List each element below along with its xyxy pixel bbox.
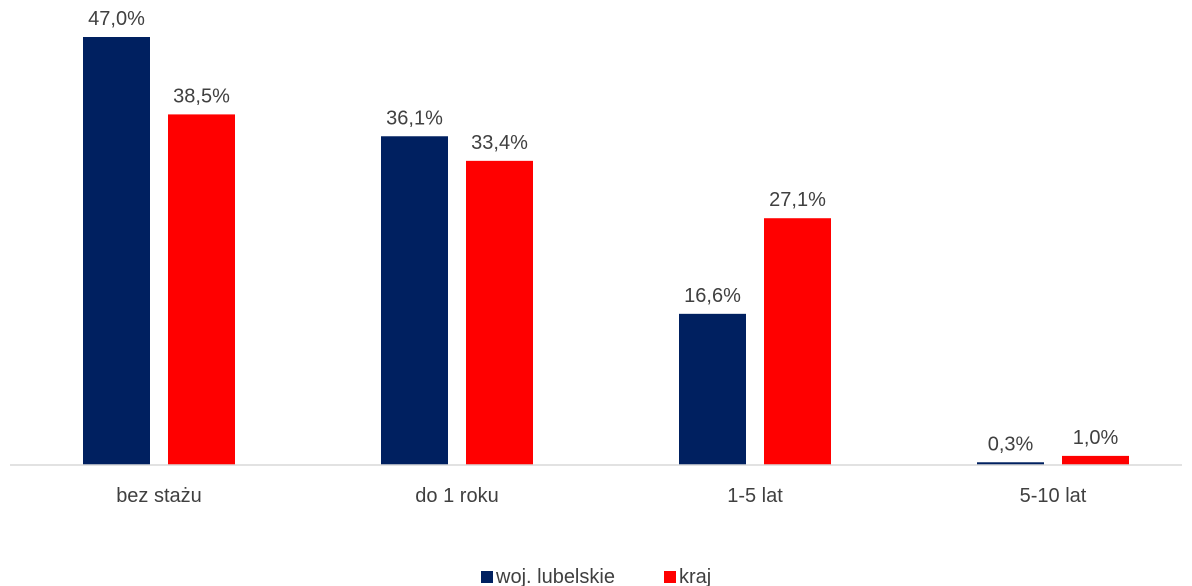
- bar-woj-lubelskie-4: [977, 462, 1044, 465]
- data-label-kraj-1: 38,5%: [173, 85, 230, 107]
- bar-woj-lubelskie-2: [381, 136, 448, 465]
- data-label-woj-lubelskie-2: 36,1%: [386, 107, 443, 129]
- legend: woj. lubelskie kraj: [481, 566, 711, 586]
- bar-woj-lubelskie-1: [83, 37, 150, 465]
- data-label-woj-lubelskie-3: 16,6%: [684, 285, 741, 307]
- x-tick-label-2: do 1 roku: [415, 485, 498, 507]
- x-tick-label-1: bez stażu: [116, 485, 202, 507]
- x-tick-labels-group: bez stażu do 1 roku 1-5 lat 5-10 lat: [116, 485, 1087, 507]
- bars-group: [83, 37, 1129, 465]
- legend-label-kraj: kraj: [679, 566, 711, 586]
- bar-woj-lubelskie-3: [679, 313, 746, 465]
- x-tick-label-3: 1-5 lat: [727, 485, 783, 507]
- bar-kraj-2: [466, 160, 533, 465]
- x-tick-label-4: 5-10 lat: [1020, 485, 1087, 507]
- bar-kraj-4: [1062, 455, 1129, 465]
- data-labels-group: 47,0% 38,5% 36,1% 33,4% 16,6% 27,1% 0,3% 1,0%: [88, 8, 1118, 455]
- data-label-kraj-3: 27,1%: [769, 189, 826, 211]
- bar-kraj-1: [168, 114, 235, 465]
- legend-label-woj-lubelskie: woj. lubelskie: [495, 566, 615, 586]
- data-label-woj-lubelskie-1: 47,0%: [88, 8, 145, 30]
- bar-kraj-3: [764, 218, 831, 465]
- data-label-kraj-4: 1,0%: [1073, 427, 1119, 449]
- legend-swatch-woj-lubelskie: [481, 571, 493, 583]
- legend-swatch-kraj: [664, 571, 676, 583]
- data-label-kraj-2: 33,4%: [471, 132, 528, 154]
- data-label-woj-lubelskie-4: 0,3%: [988, 433, 1034, 455]
